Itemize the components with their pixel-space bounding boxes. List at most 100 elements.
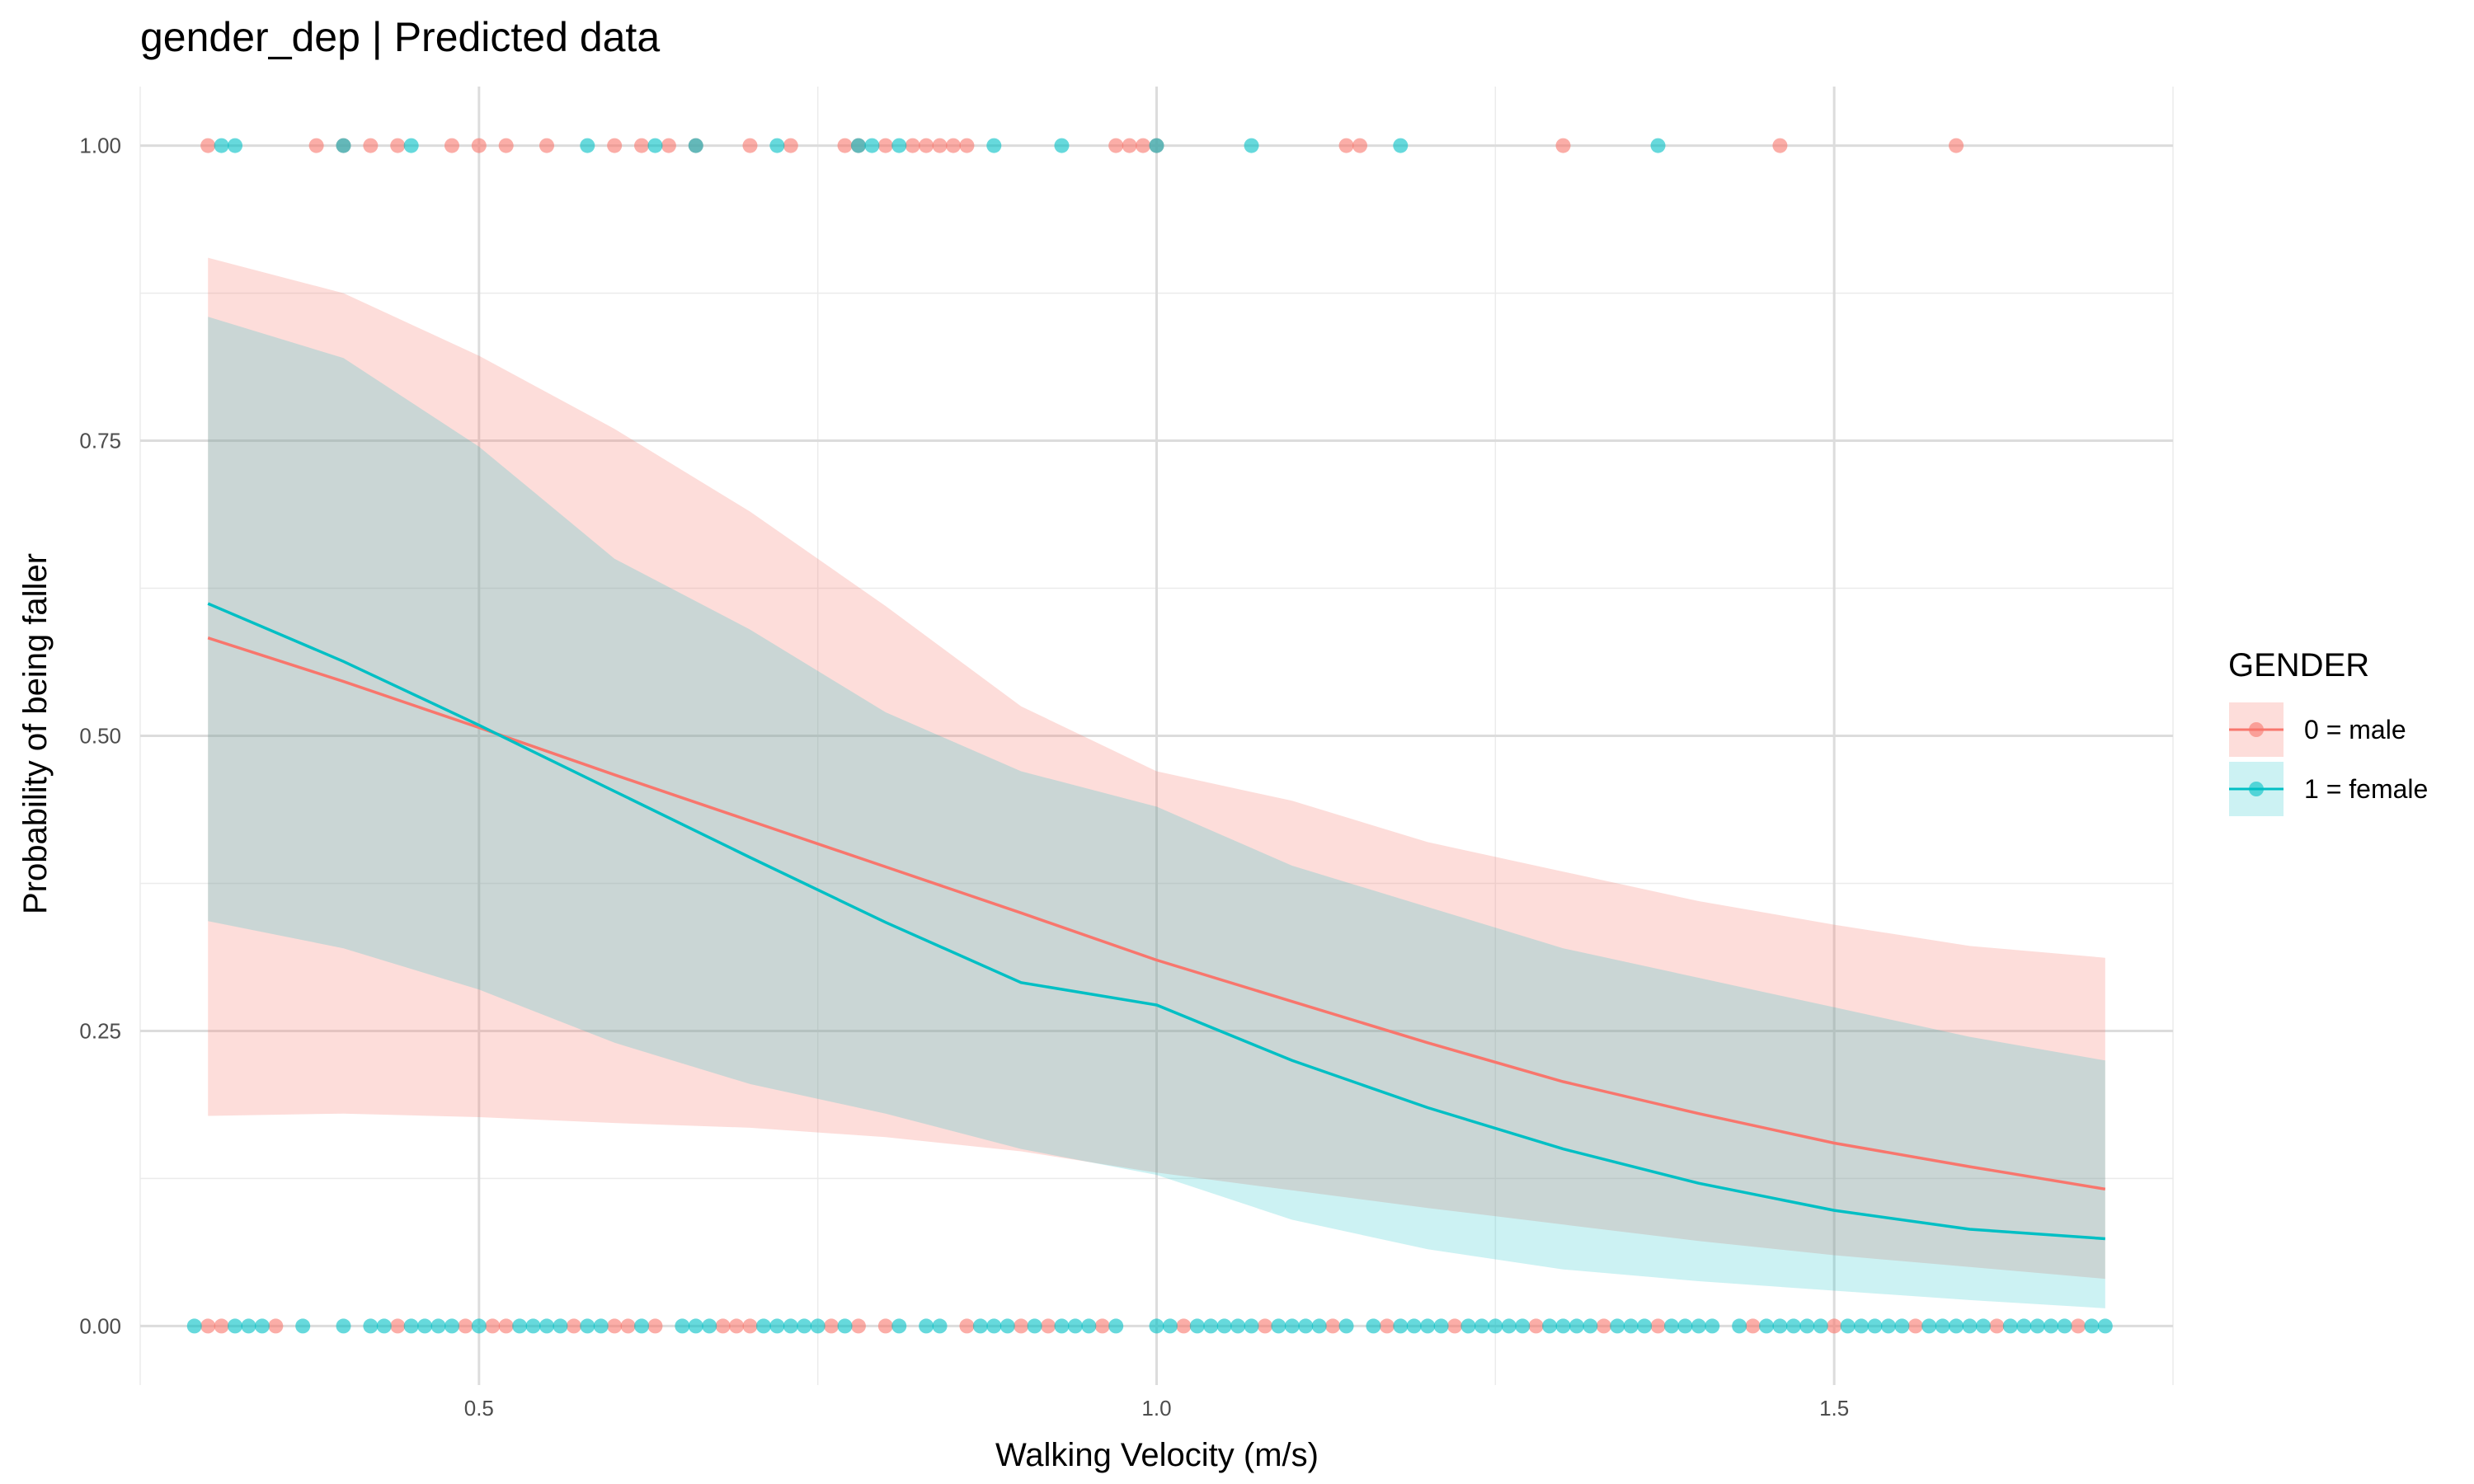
point-male bbox=[905, 138, 920, 153]
point-male bbox=[1176, 1318, 1192, 1334]
point-female bbox=[1637, 1318, 1653, 1334]
point-male bbox=[742, 1318, 758, 1334]
point-female bbox=[1569, 1318, 1584, 1334]
point-female bbox=[1054, 138, 1070, 153]
point-female bbox=[932, 1318, 948, 1334]
point-female bbox=[214, 138, 229, 153]
point-male bbox=[1827, 1318, 1842, 1334]
point-female bbox=[444, 1318, 459, 1334]
point-male bbox=[919, 138, 934, 153]
point-female bbox=[1298, 1318, 1314, 1334]
point-female bbox=[553, 1318, 568, 1334]
plot-panel bbox=[139, 87, 2174, 1385]
point-male bbox=[1122, 138, 1137, 153]
point-female bbox=[254, 1318, 270, 1334]
point-male bbox=[607, 1318, 623, 1334]
point-female bbox=[525, 1318, 541, 1334]
point-female bbox=[1705, 1318, 1720, 1334]
point-female bbox=[1393, 138, 1409, 153]
point-female bbox=[972, 1318, 988, 1334]
point-female bbox=[688, 1318, 703, 1334]
point-male bbox=[390, 138, 406, 153]
chart-title: gender_dep | Predicted data bbox=[140, 14, 660, 60]
point-female bbox=[1311, 1318, 1327, 1334]
point-female bbox=[1338, 1318, 1354, 1334]
point-male bbox=[566, 1318, 581, 1334]
point-male bbox=[1907, 1318, 1923, 1334]
point-female bbox=[512, 1318, 528, 1334]
point-male bbox=[1257, 1318, 1272, 1334]
point-male bbox=[946, 138, 961, 153]
point-male bbox=[539, 138, 554, 153]
point-female bbox=[702, 1318, 717, 1334]
point-male bbox=[268, 1318, 284, 1334]
ribbon-male bbox=[208, 257, 2105, 1280]
point-female bbox=[850, 138, 866, 153]
point-female bbox=[430, 1318, 446, 1334]
point-female bbox=[864, 138, 880, 153]
y-tick-label: 0.00 bbox=[79, 1313, 121, 1338]
point-male bbox=[634, 138, 650, 153]
point-male bbox=[458, 1318, 473, 1334]
point-female bbox=[1623, 1318, 1639, 1334]
point-female bbox=[1610, 1318, 1625, 1334]
point-female bbox=[1501, 1318, 1517, 1334]
point-female bbox=[783, 1318, 798, 1334]
point-female bbox=[336, 1318, 351, 1334]
point-female bbox=[1542, 1318, 1558, 1334]
y-tick-label: 0.50 bbox=[79, 724, 121, 749]
point-female bbox=[1732, 1318, 1747, 1334]
x-tick-label: 1.5 bbox=[1819, 1396, 1849, 1421]
legend: GENDER 0 = male 1 = female bbox=[2228, 647, 2428, 816]
point-male bbox=[1528, 1318, 1544, 1334]
point-female bbox=[1271, 1318, 1286, 1334]
legend-item-female: 1 = female bbox=[2229, 762, 2428, 816]
point-female bbox=[1677, 1318, 1693, 1334]
point-female bbox=[1785, 1318, 1801, 1334]
point-female bbox=[1650, 138, 1666, 153]
point-female bbox=[1244, 1318, 1259, 1334]
point-female bbox=[1230, 1318, 1246, 1334]
point-female bbox=[1894, 1318, 1910, 1334]
legend-point-male bbox=[2249, 722, 2264, 737]
y-tick-label: 1.00 bbox=[79, 134, 121, 158]
point-female bbox=[1583, 1318, 1598, 1334]
point-male bbox=[1338, 138, 1354, 153]
point-male bbox=[485, 1318, 501, 1334]
point-male bbox=[620, 1318, 636, 1334]
point-female bbox=[336, 138, 351, 153]
point-female bbox=[1284, 1318, 1300, 1334]
ribbon-female bbox=[208, 317, 2105, 1308]
point-male bbox=[471, 138, 487, 153]
point-female bbox=[986, 1318, 1002, 1334]
point-male bbox=[200, 138, 216, 153]
y-axis-title: Probability of being faller bbox=[17, 553, 54, 914]
point-male bbox=[959, 1318, 975, 1334]
prediction-lines bbox=[207, 602, 2106, 1241]
point-male bbox=[1041, 1318, 1056, 1334]
point-female bbox=[228, 138, 243, 153]
point-female bbox=[1433, 1318, 1449, 1334]
point-female bbox=[1244, 138, 1259, 153]
point-male bbox=[1447, 1318, 1463, 1334]
x-tick-label: 0.5 bbox=[464, 1396, 494, 1421]
point-female bbox=[891, 138, 907, 153]
point-female bbox=[1921, 1318, 1937, 1334]
point-female bbox=[1366, 1318, 1381, 1334]
point-female bbox=[376, 1318, 392, 1334]
point-female bbox=[1393, 1318, 1409, 1334]
legend-title: GENDER bbox=[2228, 647, 2369, 683]
point-female bbox=[891, 1318, 907, 1334]
point-female bbox=[403, 138, 419, 153]
point-female bbox=[986, 138, 1002, 153]
y-axis-ticks: 0.00 0.25 0.50 0.75 1.00 bbox=[79, 134, 121, 1339]
point-female bbox=[295, 1318, 311, 1334]
point-female bbox=[228, 1318, 243, 1334]
point-male bbox=[1555, 138, 1571, 153]
point-female bbox=[1054, 1318, 1070, 1334]
point-female bbox=[417, 1318, 433, 1334]
point-female bbox=[810, 1318, 825, 1334]
point-male bbox=[729, 1318, 745, 1334]
point-female bbox=[769, 1318, 785, 1334]
